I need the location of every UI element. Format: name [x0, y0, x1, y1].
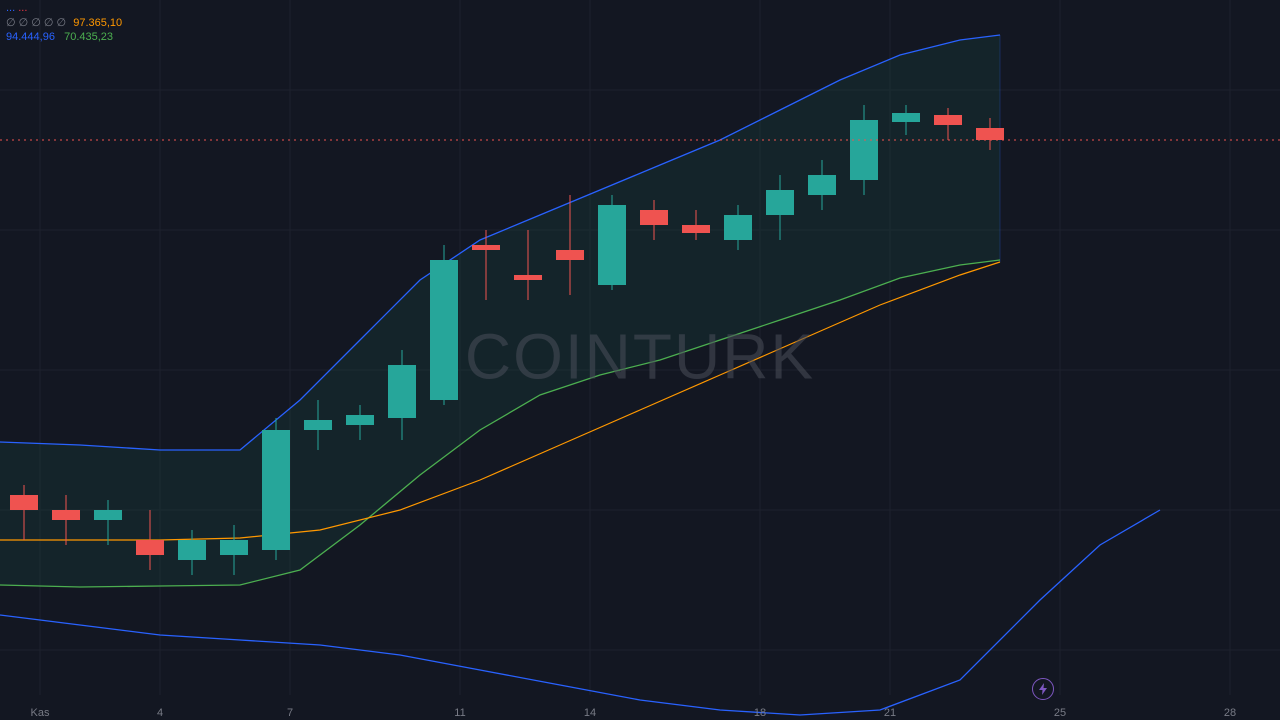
svg-text:Kas: Kas [31, 707, 50, 719]
chart-container[interactable]: ... ... ∅ ∅ ∅ ∅ ∅ 97.365,10 94.444,96 70… [0, 0, 1280, 720]
lightning-icon[interactable] [1032, 678, 1054, 700]
chart-header: ... ... ∅ ∅ ∅ ∅ ∅ 97.365,10 94.444,96 70… [0, 0, 128, 45]
bollinger-readout: 94.444,96 70.435,23 [6, 31, 122, 43]
indicator-readout: ∅ ∅ ∅ ∅ ∅ 97.365,10 [6, 16, 122, 29]
svg-text:7: 7 [287, 707, 293, 719]
svg-text:18: 18 [754, 707, 766, 719]
svg-text:25: 25 [1054, 707, 1066, 719]
header-line1: ... ... [6, 2, 122, 14]
price-chart[interactable]: Kas 4 7 11 14 18 21 25 28 [0, 0, 1280, 720]
svg-text:4: 4 [157, 707, 163, 719]
svg-text:11: 11 [454, 707, 465, 719]
svg-text:21: 21 [884, 707, 896, 719]
svg-text:28: 28 [1224, 707, 1236, 719]
svg-text:14: 14 [584, 707, 596, 719]
